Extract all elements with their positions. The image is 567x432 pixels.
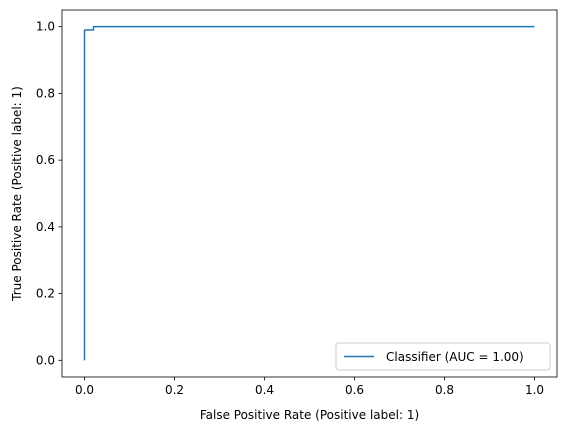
x-axis-label: False Positive Rate (Positive label: 1) xyxy=(200,408,419,422)
x-tick-label: 0.4 xyxy=(255,383,274,397)
legend-label: Classifier (AUC = 1.00) xyxy=(386,350,524,364)
legend-box xyxy=(335,342,551,371)
y-tick-label: 0.0 xyxy=(36,353,55,367)
y-tick-label: 0.2 xyxy=(36,287,55,301)
x-tick-label: 1.0 xyxy=(525,383,544,397)
x-tick-label: 0.8 xyxy=(435,383,454,397)
x-tick-label: 0.2 xyxy=(165,383,184,397)
plot-frame xyxy=(61,9,558,378)
roc-curve-line xyxy=(83,25,535,361)
y-tick-label: 0.6 xyxy=(36,153,55,167)
plot-background xyxy=(62,10,557,377)
x-tick-label: 0.0 xyxy=(75,383,94,397)
x-tick-label: 0.6 xyxy=(345,383,364,397)
series-layer xyxy=(83,25,535,361)
y-tick-label: 1.0 xyxy=(36,20,55,34)
y-tick-label: 0.4 xyxy=(36,220,55,234)
legend: Classifier (AUC = 1.00) xyxy=(335,342,551,371)
y-tick-label: 0.8 xyxy=(36,86,55,100)
y-axis-label: True Positive Rate (Positive label: 1) xyxy=(10,86,24,302)
ticks-layer: 0.0 0.2 0.4 0.6 0.8 1.0 0.0 0.2 0.4 0.6 0.8 1.0 xyxy=(36,20,544,397)
